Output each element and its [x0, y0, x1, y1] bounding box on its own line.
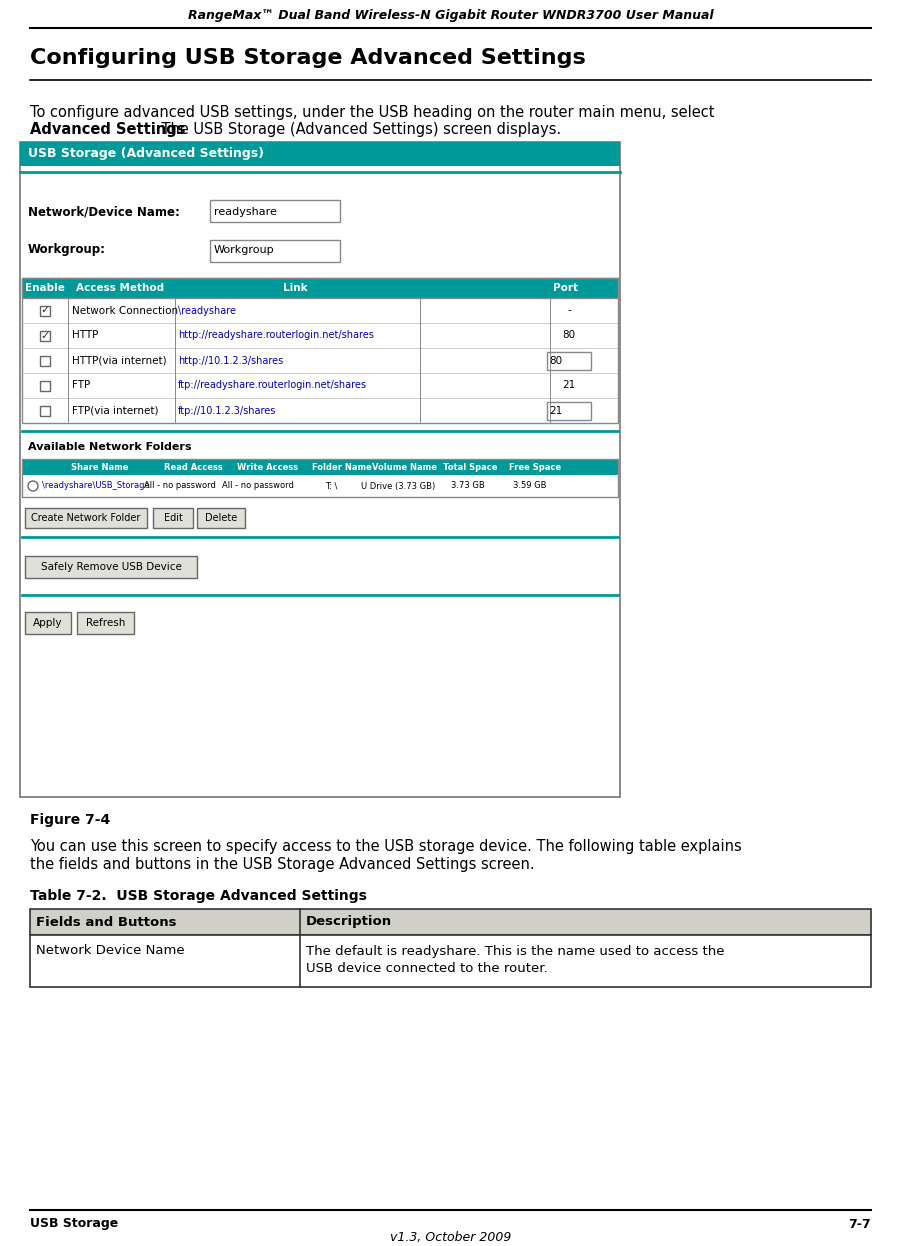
Text: 3.73 GB: 3.73 GB [451, 481, 485, 491]
Text: All - no password: All - no password [144, 481, 216, 491]
Text: Figure 7-4: Figure 7-4 [30, 812, 110, 827]
Text: RangeMax™ Dual Band Wireless-N Gigabit Router WNDR3700 User Manual: RangeMax™ Dual Band Wireless-N Gigabit R… [187, 10, 714, 22]
Text: Folder Name: Folder Name [312, 462, 372, 471]
Text: Table 7-2.  USB Storage Advanced Settings: Table 7-2. USB Storage Advanced Settings [30, 888, 367, 903]
Text: ftp://readyshare.routerlogin.net/shares: ftp://readyshare.routerlogin.net/shares [178, 380, 367, 390]
Bar [30, 934, 871, 987]
Text: 80: 80 [549, 355, 562, 365]
Text: The default is readyshare. This is the name used to access the: The default is readyshare. This is the n… [306, 944, 724, 957]
Text: Enable: Enable [25, 283, 65, 293]
Text: Description: Description [306, 916, 392, 928]
Text: http://readyshare.routerlogin.net/shares: http://readyshare.routerlogin.net/shares [178, 330, 374, 340]
FancyBboxPatch shape [25, 508, 147, 528]
FancyBboxPatch shape [153, 508, 193, 528]
Text: Advanced Settings: Advanced Settings [30, 122, 186, 137]
Text: Read Access: Read Access [164, 462, 223, 471]
Text: Fields and Buttons: Fields and Buttons [36, 916, 177, 928]
Bar [22, 459, 618, 475]
Text: Volume Name: Volume Name [372, 462, 438, 471]
Text: Network Connection: Network Connection [72, 305, 178, 315]
Text: v1.3, October 2009: v1.3, October 2009 [390, 1231, 511, 1245]
Text: Link: Link [283, 283, 307, 293]
Text: T: \: T: \ [325, 481, 341, 491]
Text: Workgroup: Workgroup [214, 245, 275, 255]
Text: HTTP(via internet): HTTP(via internet) [72, 355, 167, 365]
Text: USB Storage: USB Storage [30, 1217, 118, 1231]
Text: Safely Remove USB Device: Safely Remove USB Device [41, 562, 181, 572]
FancyBboxPatch shape [77, 612, 134, 634]
Bar [547, 401, 591, 420]
Text: ✓: ✓ [41, 305, 50, 315]
Circle shape [28, 481, 38, 491]
Text: Free Space: Free Space [509, 462, 561, 471]
Text: . The USB Storage (Advanced Settings) screen displays.: . The USB Storage (Advanced Settings) sc… [152, 122, 561, 137]
Text: Port: Port [552, 283, 578, 293]
Bar [22, 278, 618, 298]
Text: Share Name: Share Name [71, 462, 129, 471]
Bar [40, 405, 50, 415]
Text: FTP(via internet): FTP(via internet) [72, 405, 159, 415]
Text: -: - [567, 305, 571, 315]
Text: the fields and buttons in the USB Storage Advanced Settings screen.: the fields and buttons in the USB Storag… [30, 857, 534, 872]
Text: To configure advanced USB settings, under the USB heading on the router main men: To configure advanced USB settings, unde… [30, 105, 714, 120]
Text: HTTP: HTTP [72, 330, 98, 340]
Bar [210, 240, 340, 262]
Text: U Drive (3.73 GB): U Drive (3.73 GB) [361, 481, 435, 491]
Bar [547, 351, 591, 370]
Text: http://10.1.2.3/shares: http://10.1.2.3/shares [178, 355, 283, 365]
Text: Workgroup:: Workgroup: [28, 243, 106, 257]
Text: Network Device Name: Network Device Name [36, 944, 185, 957]
Bar [30, 910, 871, 934]
Bar [22, 459, 618, 497]
Text: Network/Device Name:: Network/Device Name: [28, 206, 180, 218]
Text: ✓: ✓ [41, 330, 50, 340]
Text: readyshare: readyshare [214, 207, 277, 217]
Bar [40, 355, 50, 365]
Text: Create Network Folder: Create Network Folder [32, 513, 141, 523]
Text: 21: 21 [549, 405, 562, 415]
Text: \readyshare\USB_Storage: \readyshare\USB_Storage [42, 481, 150, 491]
Text: Edit: Edit [164, 513, 182, 523]
FancyBboxPatch shape [25, 612, 71, 634]
Text: Apply: Apply [33, 618, 63, 628]
Bar [20, 142, 620, 166]
FancyBboxPatch shape [197, 508, 245, 528]
Bar [20, 142, 620, 797]
Text: FTP: FTP [72, 380, 90, 390]
Bar [22, 278, 618, 422]
Text: Write Access: Write Access [238, 462, 298, 471]
Bar [40, 380, 50, 390]
Text: All - no password: All - no password [222, 481, 294, 491]
Text: ftp://10.1.2.3/shares: ftp://10.1.2.3/shares [178, 405, 277, 415]
Bar [40, 330, 50, 340]
Text: Refresh: Refresh [86, 618, 125, 628]
Text: You can use this screen to specify access to the USB storage device. The followi: You can use this screen to specify acces… [30, 839, 742, 854]
Text: Delete: Delete [205, 513, 237, 523]
Text: USB device connected to the router.: USB device connected to the router. [306, 962, 548, 976]
Text: 80: 80 [562, 330, 576, 340]
Text: Available Network Folders: Available Network Folders [28, 442, 192, 452]
Text: 7-7: 7-7 [849, 1217, 871, 1231]
Text: Access Method: Access Method [76, 283, 164, 293]
Text: USB Storage (Advanced Settings): USB Storage (Advanced Settings) [28, 147, 264, 161]
Text: 21: 21 [562, 380, 576, 390]
Text: Total Space: Total Space [442, 462, 497, 471]
Text: 3.59 GB: 3.59 GB [514, 481, 547, 491]
Bar [40, 305, 50, 315]
FancyBboxPatch shape [25, 556, 197, 578]
Text: \readyshare: \readyshare [178, 305, 236, 315]
Text: Configuring USB Storage Advanced Settings: Configuring USB Storage Advanced Setting… [30, 49, 586, 69]
Bar [210, 201, 340, 222]
